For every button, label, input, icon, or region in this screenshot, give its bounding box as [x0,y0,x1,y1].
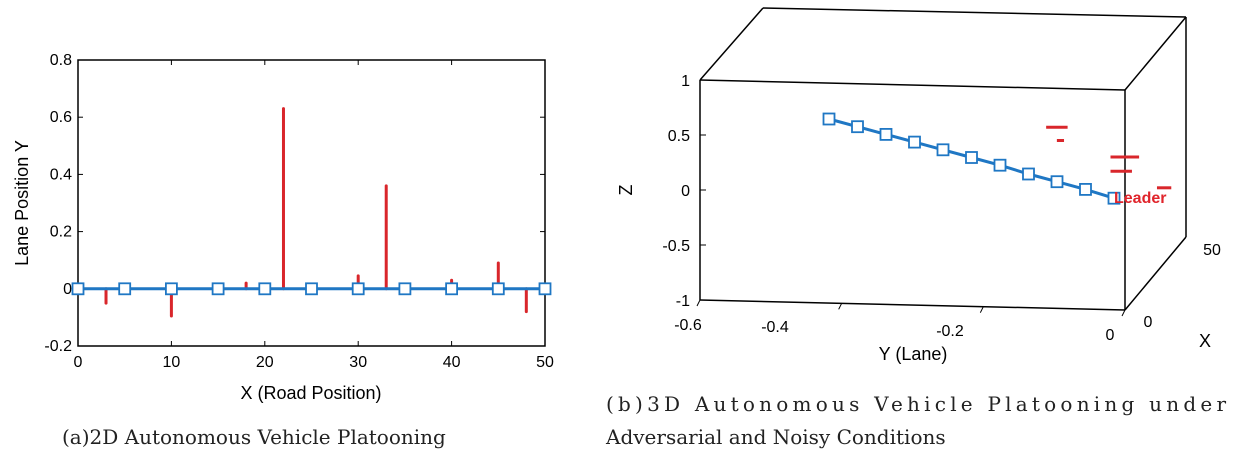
y-tick-label: -0.2 [44,338,72,355]
box-edge [762,7,1187,18]
y-tick-mark [1121,309,1126,317]
x-tick-label: 10 [163,354,181,371]
leader-annotation: Leader [1114,190,1166,207]
y-tick-label: 0.2 [50,224,72,241]
z-axis-label-3d: Z [616,185,636,196]
y-axis-label-3d: Y (Lane) [879,344,948,364]
y-tick-label: 0.6 [50,109,72,126]
vehicle-marker [538,282,552,296]
box-edge [699,7,764,81]
chart-2d-platooning: -0.200.20.40.60.8 0 10 20 30 40 50 X (Road Po… [12,52,554,403]
x-tick-label: 20 [256,354,274,371]
y-tick-mark [838,303,843,310]
vehicle-marker [965,151,978,164]
vehicle-marker [879,127,893,141]
platoon-series-3d [822,112,1121,205]
vehicle-marker [258,282,272,296]
box-edge [699,79,1126,91]
box-edge [1124,16,1187,91]
box-edge [699,299,1126,311]
vehicle-marker [211,282,225,296]
y-axis-label-2d: Lane Position Y [12,140,32,266]
caption-right-line2: Adversarial and Noisy Conditions [605,425,946,449]
x-tick-label: 30 [349,354,367,371]
vehicle-marker [908,135,921,149]
box-3d [699,7,1187,311]
caption-left: (a)2D Autonomous Vehicle Platooning [62,425,446,449]
platoon-series-2d [71,282,552,296]
y-tick-label: -0.6 [674,317,702,334]
vehicle-marker [351,282,365,296]
box-edge [1124,236,1187,311]
y-tick-mark [979,306,984,313]
y-tick-label: -0.2 [936,323,964,340]
z-tick-label: -1 [676,293,690,310]
y-tick-group-2d: -0.2 0 0.2 0.4 0.6 0.8 [44,52,545,355]
x-tick-group-2d: 0 10 20 30 40 50 [74,60,554,371]
vehicle-marker [71,282,85,296]
z-tick-label: 0 [681,183,690,200]
vehicle-marker [305,282,318,296]
y-tick-label: 0 [1106,327,1115,344]
vehicle-marker [993,158,1007,172]
vehicle-marker [1107,191,1121,205]
y-tick-label: 0 [63,281,72,298]
vehicle-marker [118,282,132,296]
y-tick-label: 0.8 [50,52,72,69]
z-tick-label: 1 [681,73,690,90]
x-tick-label: 0 [74,354,83,371]
vehicle-marker [936,143,950,157]
y-tick-mark [696,299,701,307]
x-tick-label: 0 [1144,314,1153,331]
x-tick-label: 50 [536,354,554,371]
z-tick-label: 0.5 [668,128,690,145]
y-tick-label: 0.4 [50,166,72,183]
x-axis-label-3d: X [1199,331,1211,351]
chart-3d-platooning: -1 -0.5 0 0.5 1 -0.6 -0.4 -0.2 0 0 50 Leader Y (… [616,7,1221,364]
vehicle-marker [491,282,505,296]
x-axis-label-2d: X (Road Position) [240,383,381,403]
vehicle-marker [1050,175,1064,189]
vehicle-marker [445,282,459,296]
plot-frame-2d [77,59,546,347]
vehicle-marker [398,282,412,296]
z-tick-group-3d: -1 -0.5 0 0.5 1 [662,73,706,310]
x-tick-group-3d: 0 50 [1144,242,1221,331]
x-tick-label: 50 [1203,242,1221,259]
x-tick-label: 40 [443,354,461,371]
vehicle-marker [1079,182,1092,196]
vehicle-marker [822,112,836,126]
vehicle-marker [851,120,864,134]
vehicle-marker [164,282,178,296]
vehicle-marker [1022,167,1035,181]
noise-segments-3d [1046,125,1172,190]
y-tick-label: -0.4 [761,319,789,336]
caption-right-line1: (b)3D Autonomous Vehicle Platooning unde… [606,392,1226,416]
z-tick-label: -0.5 [662,238,690,255]
y-tick-group-3d: -0.6 -0.4 -0.2 0 [674,299,1126,344]
